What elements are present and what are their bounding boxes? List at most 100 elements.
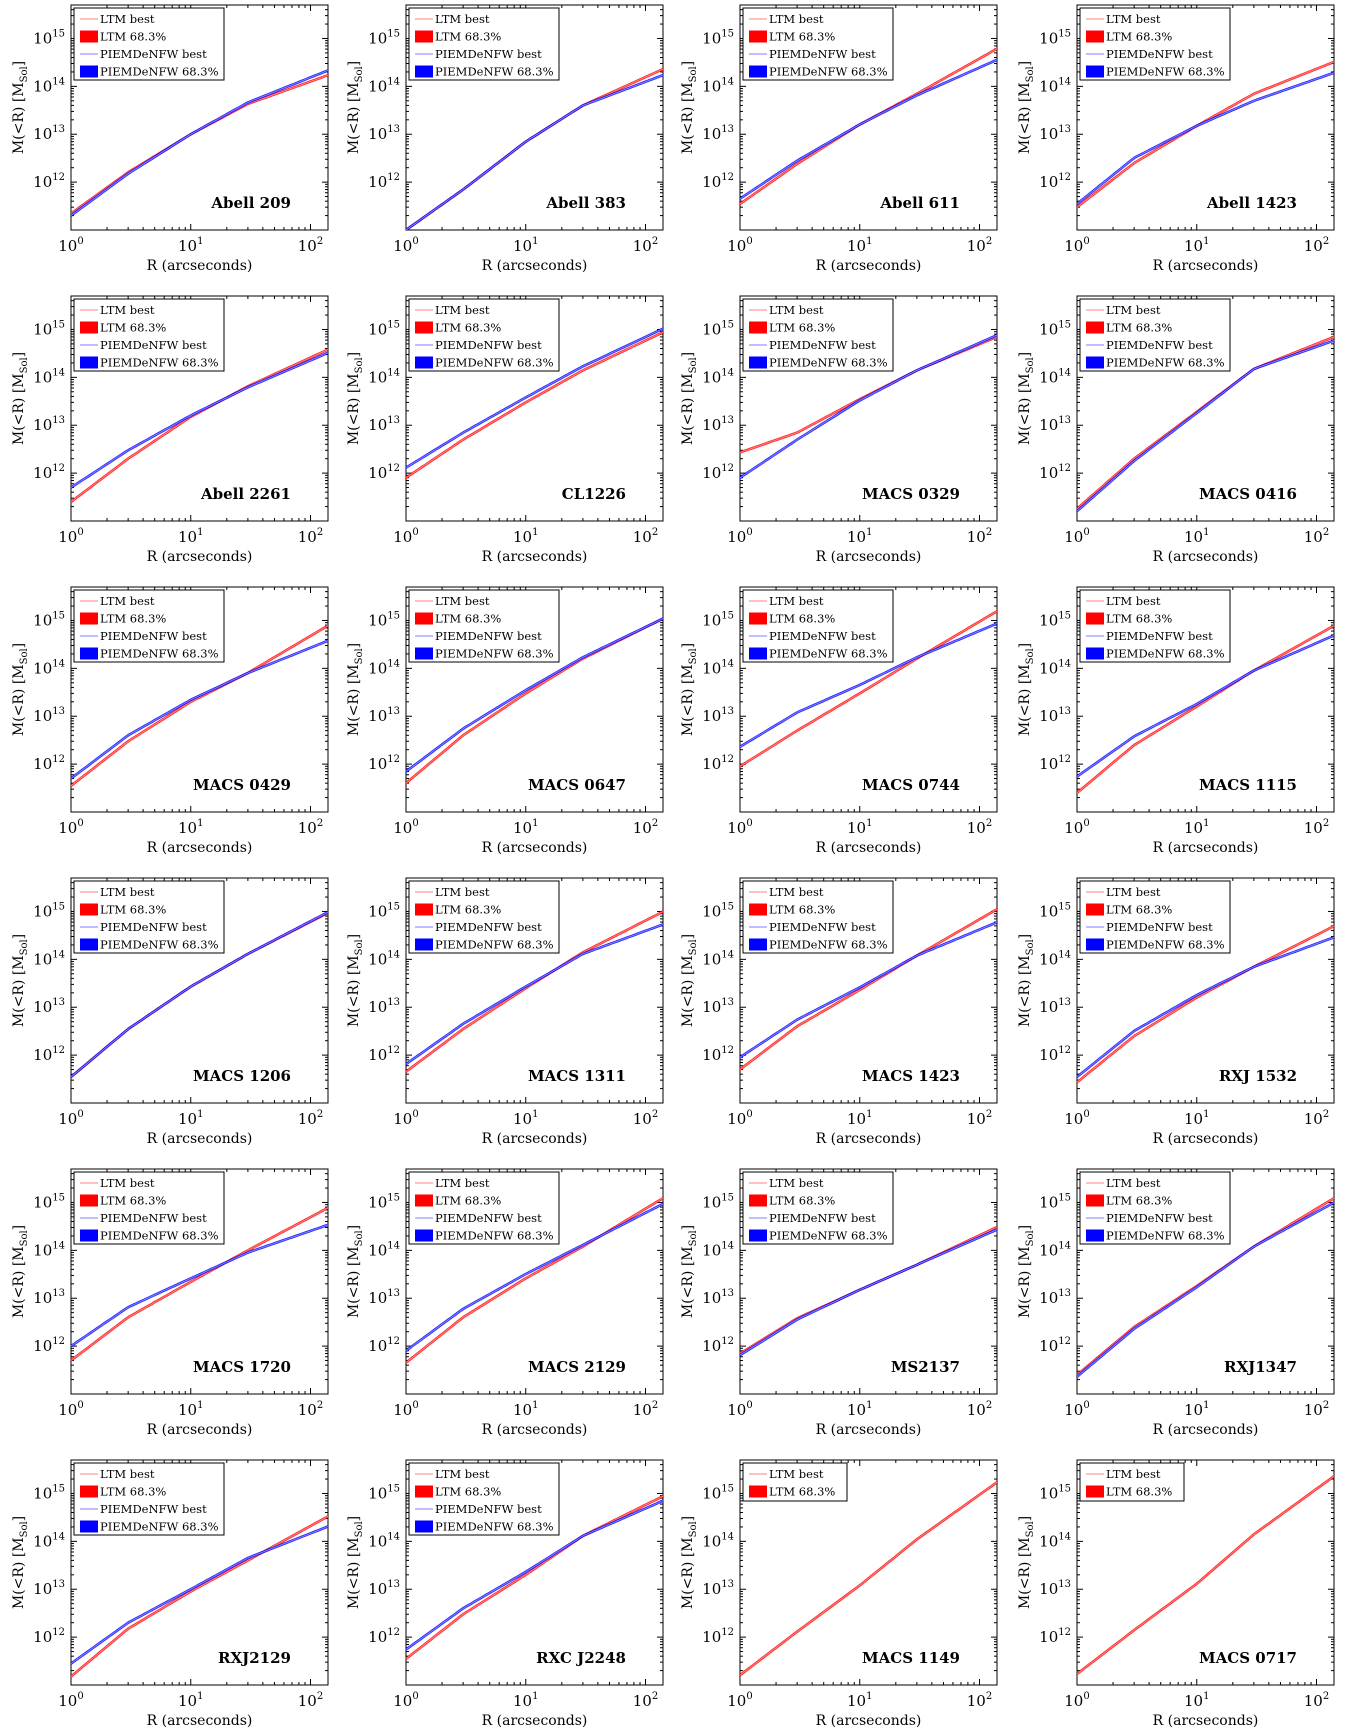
legend-label: LTM 68.3% [100, 1485, 166, 1499]
x-axis-label: R (arcseconds) [1153, 1422, 1259, 1438]
legend-box [408, 589, 560, 663]
legend-ltm-band-swatch [749, 903, 767, 916]
legend-label: PIEMDeNFW best [769, 47, 876, 61]
legend-ltm-band-swatch [749, 30, 767, 43]
series-group [406, 67, 663, 230]
chart-panel: 100 101 102 1012 1013 1014 1015 R (arcseconds) M… [1017, 295, 1335, 565]
x-tick-label: 102 [1304, 1400, 1329, 1419]
y-tick-label: 1013 [1039, 1579, 1071, 1598]
plot-frame [405, 295, 664, 522]
chart-title: Abell 1423 [1206, 194, 1297, 212]
x-axis-label: R (arcseconds) [816, 1422, 922, 1438]
x-axis-label: R (arcseconds) [147, 1422, 253, 1438]
chart-title: MS2137 [891, 1358, 960, 1376]
x-axis-label: R (arcseconds) [816, 1131, 922, 1147]
x-tick-label: 101 [1184, 1400, 1209, 1419]
y-tick-label: 1014 [1039, 949, 1071, 968]
y-tick-label: 1014 [368, 76, 400, 95]
legend-label: PIEMDeNFW best [769, 1211, 876, 1225]
legend-label: PIEMDeNFW best [435, 629, 542, 643]
x-tick-label: 101 [847, 527, 872, 546]
y-tick-label: 1015 [368, 319, 400, 338]
legend-piemd-band-swatch [1086, 65, 1104, 78]
y-tick-label: 1013 [368, 997, 400, 1016]
legend-piemd-band-swatch [80, 1229, 98, 1242]
y-axis-label: M(<R) [MSol] [346, 1225, 365, 1318]
y-tick-label: 1015 [33, 28, 65, 47]
x-tick-label: 101 [178, 527, 203, 546]
x-tick-label: 101 [178, 818, 203, 837]
plot-frame [739, 1459, 998, 1686]
legend-label: PIEMDeNFW 68.3% [769, 65, 888, 79]
x-axis-label: R (arcseconds) [482, 840, 588, 856]
x-tick-label: 102 [967, 1109, 992, 1128]
y-tick-label: 1013 [33, 706, 65, 725]
legend: LTM best LTM 68.3% PIEMDeNFW best PIEMDeNFW… [73, 589, 225, 663]
series-group [406, 1494, 663, 1661]
y-tick-label: 1014 [702, 949, 734, 968]
y-tick-label: 1015 [1039, 901, 1071, 920]
y-tick-label: 1014 [1039, 76, 1071, 95]
x-tick-label: 102 [633, 1109, 658, 1128]
legend-label: LTM 68.3% [769, 903, 835, 917]
x-tick-label: 102 [633, 1691, 658, 1710]
piemd-best-line [406, 1203, 663, 1352]
x-tick-label: 100 [1064, 1691, 1089, 1710]
legend-label: LTM best [435, 1467, 490, 1481]
chart-panel: 100 101 102 1012 1013 1014 1015 R (arcseconds) M… [11, 295, 329, 565]
x-axis-label: R (arcseconds) [147, 1131, 253, 1147]
y-tick-label: 1013 [33, 997, 65, 1016]
plot-frame [70, 295, 329, 522]
legend-box [1079, 298, 1231, 372]
legend-box [73, 1171, 225, 1245]
chart-title: CL1226 [562, 485, 626, 503]
legend: LTM best LTM 68.3% PIEMDeNFW best PIEMDeNFW… [408, 298, 560, 372]
legend-ltm-band-swatch [749, 1485, 767, 1498]
chart-title: MACS 0647 [528, 776, 626, 794]
x-tick-label: 102 [633, 818, 658, 837]
piemd-band [1077, 71, 1334, 206]
piemd-best-line [1077, 72, 1334, 205]
x-tick-label: 102 [298, 1109, 323, 1128]
legend: LTM best LTM 68.3% PIEMDeNFW best PIEMDeNFW… [73, 298, 225, 372]
ltm-best-line [406, 331, 663, 479]
legend-label: LTM best [100, 1467, 155, 1481]
legend-label: PIEMDeNFW 68.3% [435, 65, 554, 79]
series-group [406, 910, 663, 1073]
legend-box [73, 1462, 225, 1536]
x-tick-label: 102 [298, 1400, 323, 1419]
y-tick-label: 1012 [1039, 463, 1071, 482]
legend-label: LTM best [435, 885, 490, 899]
plot-frame [405, 877, 664, 1104]
x-tick-label: 100 [58, 236, 83, 255]
legend-label: LTM best [1106, 303, 1161, 317]
y-tick-label: 1013 [702, 124, 734, 143]
chart-title: Abell 611 [879, 194, 960, 212]
legend-box [73, 7, 225, 81]
plot-frame [1076, 586, 1335, 813]
ltm-best-line [740, 1481, 997, 1676]
ltm-best-line [1077, 61, 1334, 208]
y-axis-label: M(<R) [MSol] [346, 934, 365, 1027]
legend-label: LTM 68.3% [1106, 612, 1172, 626]
y-tick-label: 1013 [33, 415, 65, 434]
chart-panel: 100 101 102 1012 1013 1014 1015 R (arcseconds) M… [1017, 877, 1335, 1147]
y-axis-label: M(<R) [MSol] [11, 1516, 30, 1609]
y-tick-label: 1015 [33, 901, 65, 920]
legend-label: PIEMDeNFW 68.3% [100, 1520, 219, 1534]
legend-ltm-band-swatch [80, 612, 98, 625]
ltm-best-line [71, 1515, 328, 1677]
chart-panel: 100 101 102 1012 1013 1014 1015 R (arcseconds) M… [11, 4, 329, 274]
legend-label: PIEMDeNFW 68.3% [435, 938, 554, 952]
ltm-best-line [71, 349, 328, 503]
plot-frame [70, 877, 329, 1104]
y-tick-label: 1012 [702, 463, 734, 482]
legend-label: PIEMDeNFW 68.3% [769, 938, 888, 952]
x-tick-label: 100 [727, 1109, 752, 1128]
y-tick-label: 1014 [702, 1531, 734, 1550]
piemd-best-line [740, 59, 997, 200]
x-tick-label: 102 [1304, 527, 1329, 546]
x-tick-label: 102 [633, 236, 658, 255]
y-axis-label: M(<R) [MSol] [11, 352, 30, 445]
ltm-best-line [71, 625, 328, 787]
